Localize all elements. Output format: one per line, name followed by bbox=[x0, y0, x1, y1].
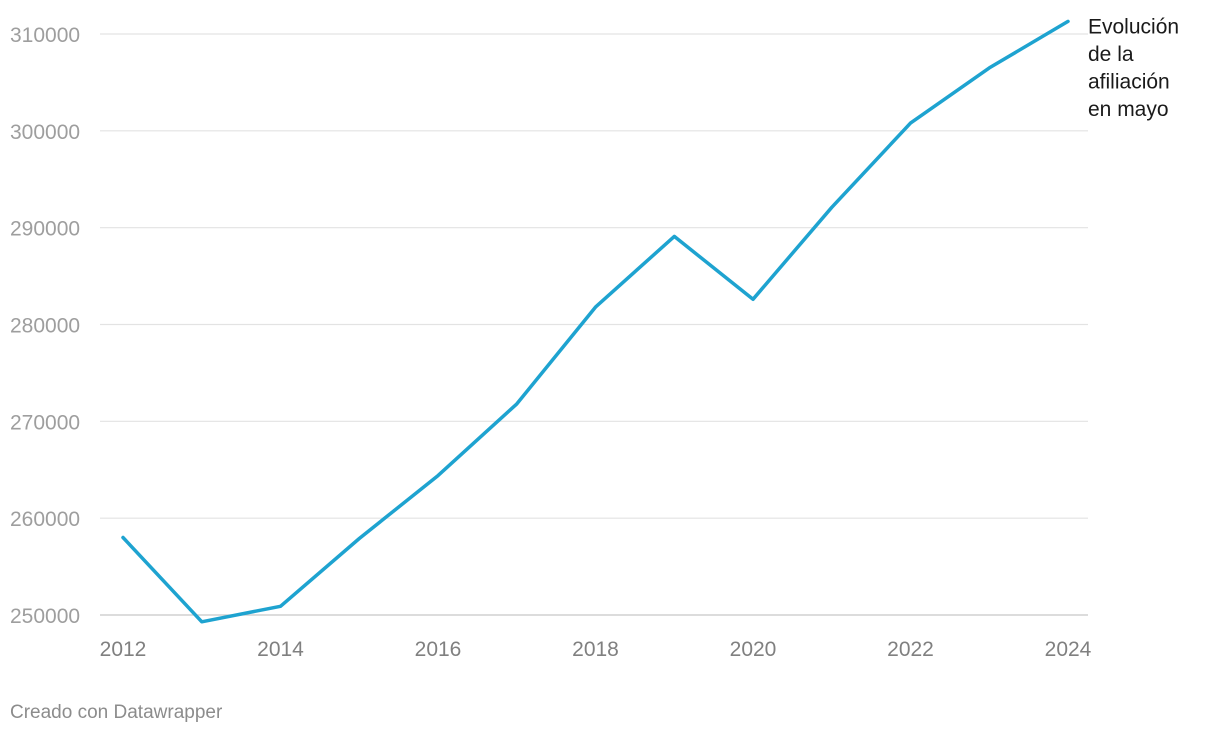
y-tick-label: 280000 bbox=[10, 315, 80, 338]
series-label-line: en mayo bbox=[1088, 98, 1169, 121]
x-tick-label: 2014 bbox=[257, 638, 304, 661]
line-chart: 250000 260000 270000 280000 290000 300000 3100… bbox=[10, 15, 1179, 661]
series-label-line: de la bbox=[1088, 43, 1134, 66]
series-line bbox=[121, 19, 1070, 624]
x-tick-label: 2016 bbox=[415, 638, 462, 661]
y-tick-label: 300000 bbox=[10, 121, 80, 144]
x-tick-label: 2024 bbox=[1045, 638, 1092, 661]
series-label-group: Evolución de la afiliación en mayo bbox=[1088, 15, 1179, 121]
y-tick-label: 260000 bbox=[10, 508, 80, 531]
series-group bbox=[121, 19, 1070, 624]
y-tick-label: 290000 bbox=[10, 218, 80, 241]
x-tick-label: 2012 bbox=[100, 638, 147, 661]
x-tick-label: 2022 bbox=[887, 638, 934, 661]
series-label: Evolución de la afiliación en mayo bbox=[1088, 15, 1179, 121]
x-tick-label: 2020 bbox=[730, 638, 777, 661]
series-label-line: afiliación bbox=[1088, 70, 1170, 93]
gridlines bbox=[100, 33, 1088, 616]
y-tick-label: 250000 bbox=[10, 605, 80, 628]
credit-text[interactable]: Creado con Datawrapper bbox=[10, 702, 223, 723]
y-axis: 250000 260000 270000 280000 290000 300000 3100… bbox=[10, 24, 80, 628]
x-axis: 2012 2014 2016 2018 2020 2022 2024 bbox=[100, 638, 1092, 661]
x-tick-label: 2018 bbox=[572, 638, 619, 661]
y-tick-label: 310000 bbox=[10, 24, 80, 47]
y-tick-label: 270000 bbox=[10, 411, 80, 434]
series-label-line: Evolución bbox=[1088, 15, 1179, 38]
